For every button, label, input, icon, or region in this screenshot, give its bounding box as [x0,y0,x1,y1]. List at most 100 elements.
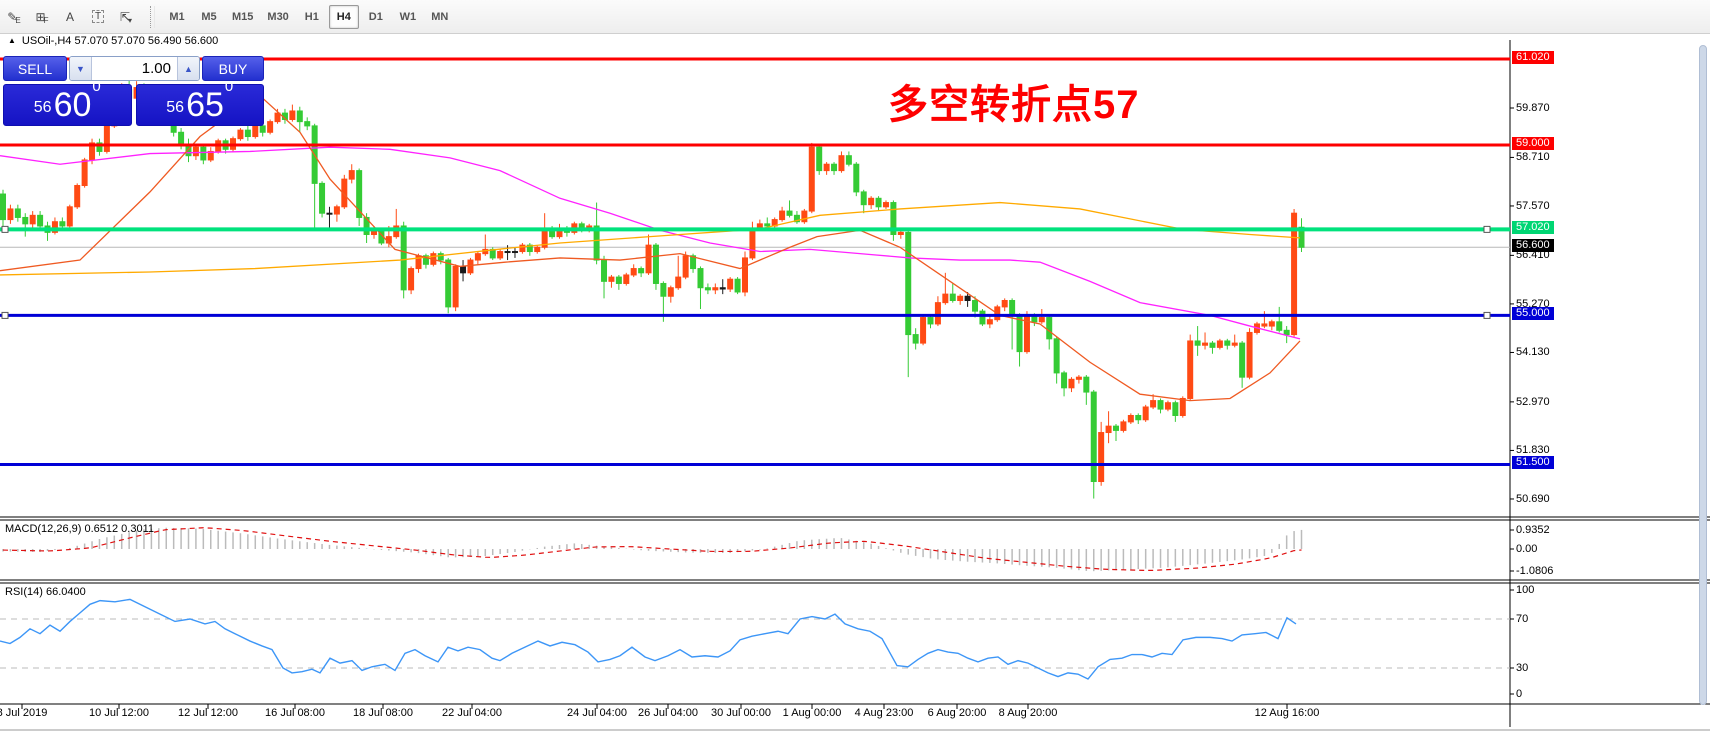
volume-input[interactable]: 1.00 [141,60,171,77]
candle-body [727,278,734,290]
candle-body [452,265,459,308]
price-level-badge: 55.000 [1512,307,1554,321]
candle-body [979,310,986,325]
time-axis-label: 26 Jul 04:00 [638,707,698,719]
candle-body [0,193,6,221]
candle-body [96,142,103,152]
candle-body [608,276,615,282]
price-axis-label: 50.690 [1516,492,1550,505]
candle-body [1105,425,1112,434]
level-line-endpoint [1,225,9,233]
candle-body [957,295,964,302]
price-axis-label: 57.570 [1516,199,1550,212]
candle-body [1120,421,1127,431]
main-toolbar: ✎ E ⊞ F A T ⇱ ▾ M1 M5 M15 M30 H1 H4 D1 W1 MN [0,0,1710,34]
candle-body [927,317,934,325]
volume-increase-icon[interactable]: ▲ [177,57,199,80]
candle-body [831,163,838,172]
candle-body [1164,402,1171,410]
candle-body [348,170,355,180]
price-axis-label: 55.270 [1516,297,1550,310]
timeframe-button-h1[interactable]: H1 [304,10,319,23]
candle-body [823,163,830,172]
price-level-badge: 56.600 [1512,239,1554,253]
candle-body [838,155,845,172]
candle-body [356,170,363,218]
price-axis-label: 56.410 [1516,249,1550,262]
timeframe-button-d1[interactable]: D1 [368,10,383,23]
candle-body [103,125,110,152]
timeframe-button-h4[interactable]: H4 [328,4,359,29]
candle-body [1276,321,1283,331]
candle-body [719,287,726,290]
candle-body [37,214,44,227]
candle-body [742,257,748,293]
collapse-icon[interactable]: ▲ [8,36,16,45]
toolbar-separator [150,5,155,28]
candle-body [1016,314,1023,353]
macd-indicator-label: MACD(12,26,9) 0.6512 0.3011 [5,523,154,535]
volume-decrease-icon[interactable]: ▼ [70,57,92,80]
candle-body [304,121,311,127]
crosshair-draw-icon[interactable]: ✎ E [7,9,21,25]
candle-body [200,146,207,161]
candle-body [905,231,912,336]
candle-body [1202,342,1209,346]
candle-body [526,244,533,253]
candle-body [1179,397,1186,416]
timeframe-button-m15[interactable]: M15 [232,10,254,23]
candle-body [1268,321,1275,327]
time-axis-label: 22 Jul 04:00 [442,707,502,719]
candle-body [652,244,659,284]
candle-body [1283,329,1290,336]
timeframe-button-m30[interactable]: M30 [267,10,289,23]
level-line-endpoint [1483,311,1491,319]
candle-body [363,216,370,235]
candle-body [267,121,274,133]
candle-body [341,178,348,208]
text-annotation-icon[interactable]: A [65,9,74,24]
candle-body [66,206,73,227]
fibonacci-grid-icon[interactable]: ⊞ F [35,9,49,25]
candle-body [593,225,600,261]
timeframe-button-m1[interactable]: M1 [169,10,185,23]
candle-body [615,276,622,284]
candle-body [400,225,407,291]
sell-price-button[interactable]: 56 60 0 [3,78,132,126]
time-axis-label: 30 Jul 00:00 [711,707,771,719]
timeframe-button-m5[interactable]: M5 [201,10,217,23]
candle-body [259,125,266,133]
vertical-scrollbar[interactable] [1699,45,1707,705]
timeframe-button-mn[interactable]: MN [431,10,449,23]
candle-body [942,293,949,304]
price-level-badge: 61.020 [1512,51,1554,65]
candle-body [645,244,652,274]
candle-body [786,210,793,216]
candle-body [504,251,511,254]
timeframe-button-w1[interactable]: W1 [399,10,417,23]
candle-body [1150,400,1157,408]
candle-body [601,259,608,282]
time-axis-label: 8 Jul 2019 [0,707,48,719]
candle-body [460,265,467,274]
buy-price-button[interactable]: 56 65 0 [135,78,264,126]
candle-body [1216,340,1223,348]
candle-body [816,146,823,172]
sell-button[interactable]: SELL [3,56,67,81]
price-level-badge: 59.000 [1512,137,1554,151]
arrows-tool-icon[interactable]: ⇱ ▾ [119,9,133,25]
candle-body [875,197,882,208]
candle-body [474,253,481,261]
candle-body [1224,340,1231,346]
time-axis-label: 6 Aug 20:00 [927,707,987,719]
candle-body [1291,212,1298,336]
text-label-icon[interactable]: T [85,5,111,29]
buy-button[interactable]: BUY [202,56,264,81]
macd-axis-label: 0.9352 [1516,524,1550,536]
candle-body [274,112,281,123]
candle-body [704,287,711,291]
time-axis-label: 18 Jul 08:00 [353,707,413,719]
price-axis-label: 52.970 [1516,395,1550,408]
candle-body [1157,400,1164,410]
